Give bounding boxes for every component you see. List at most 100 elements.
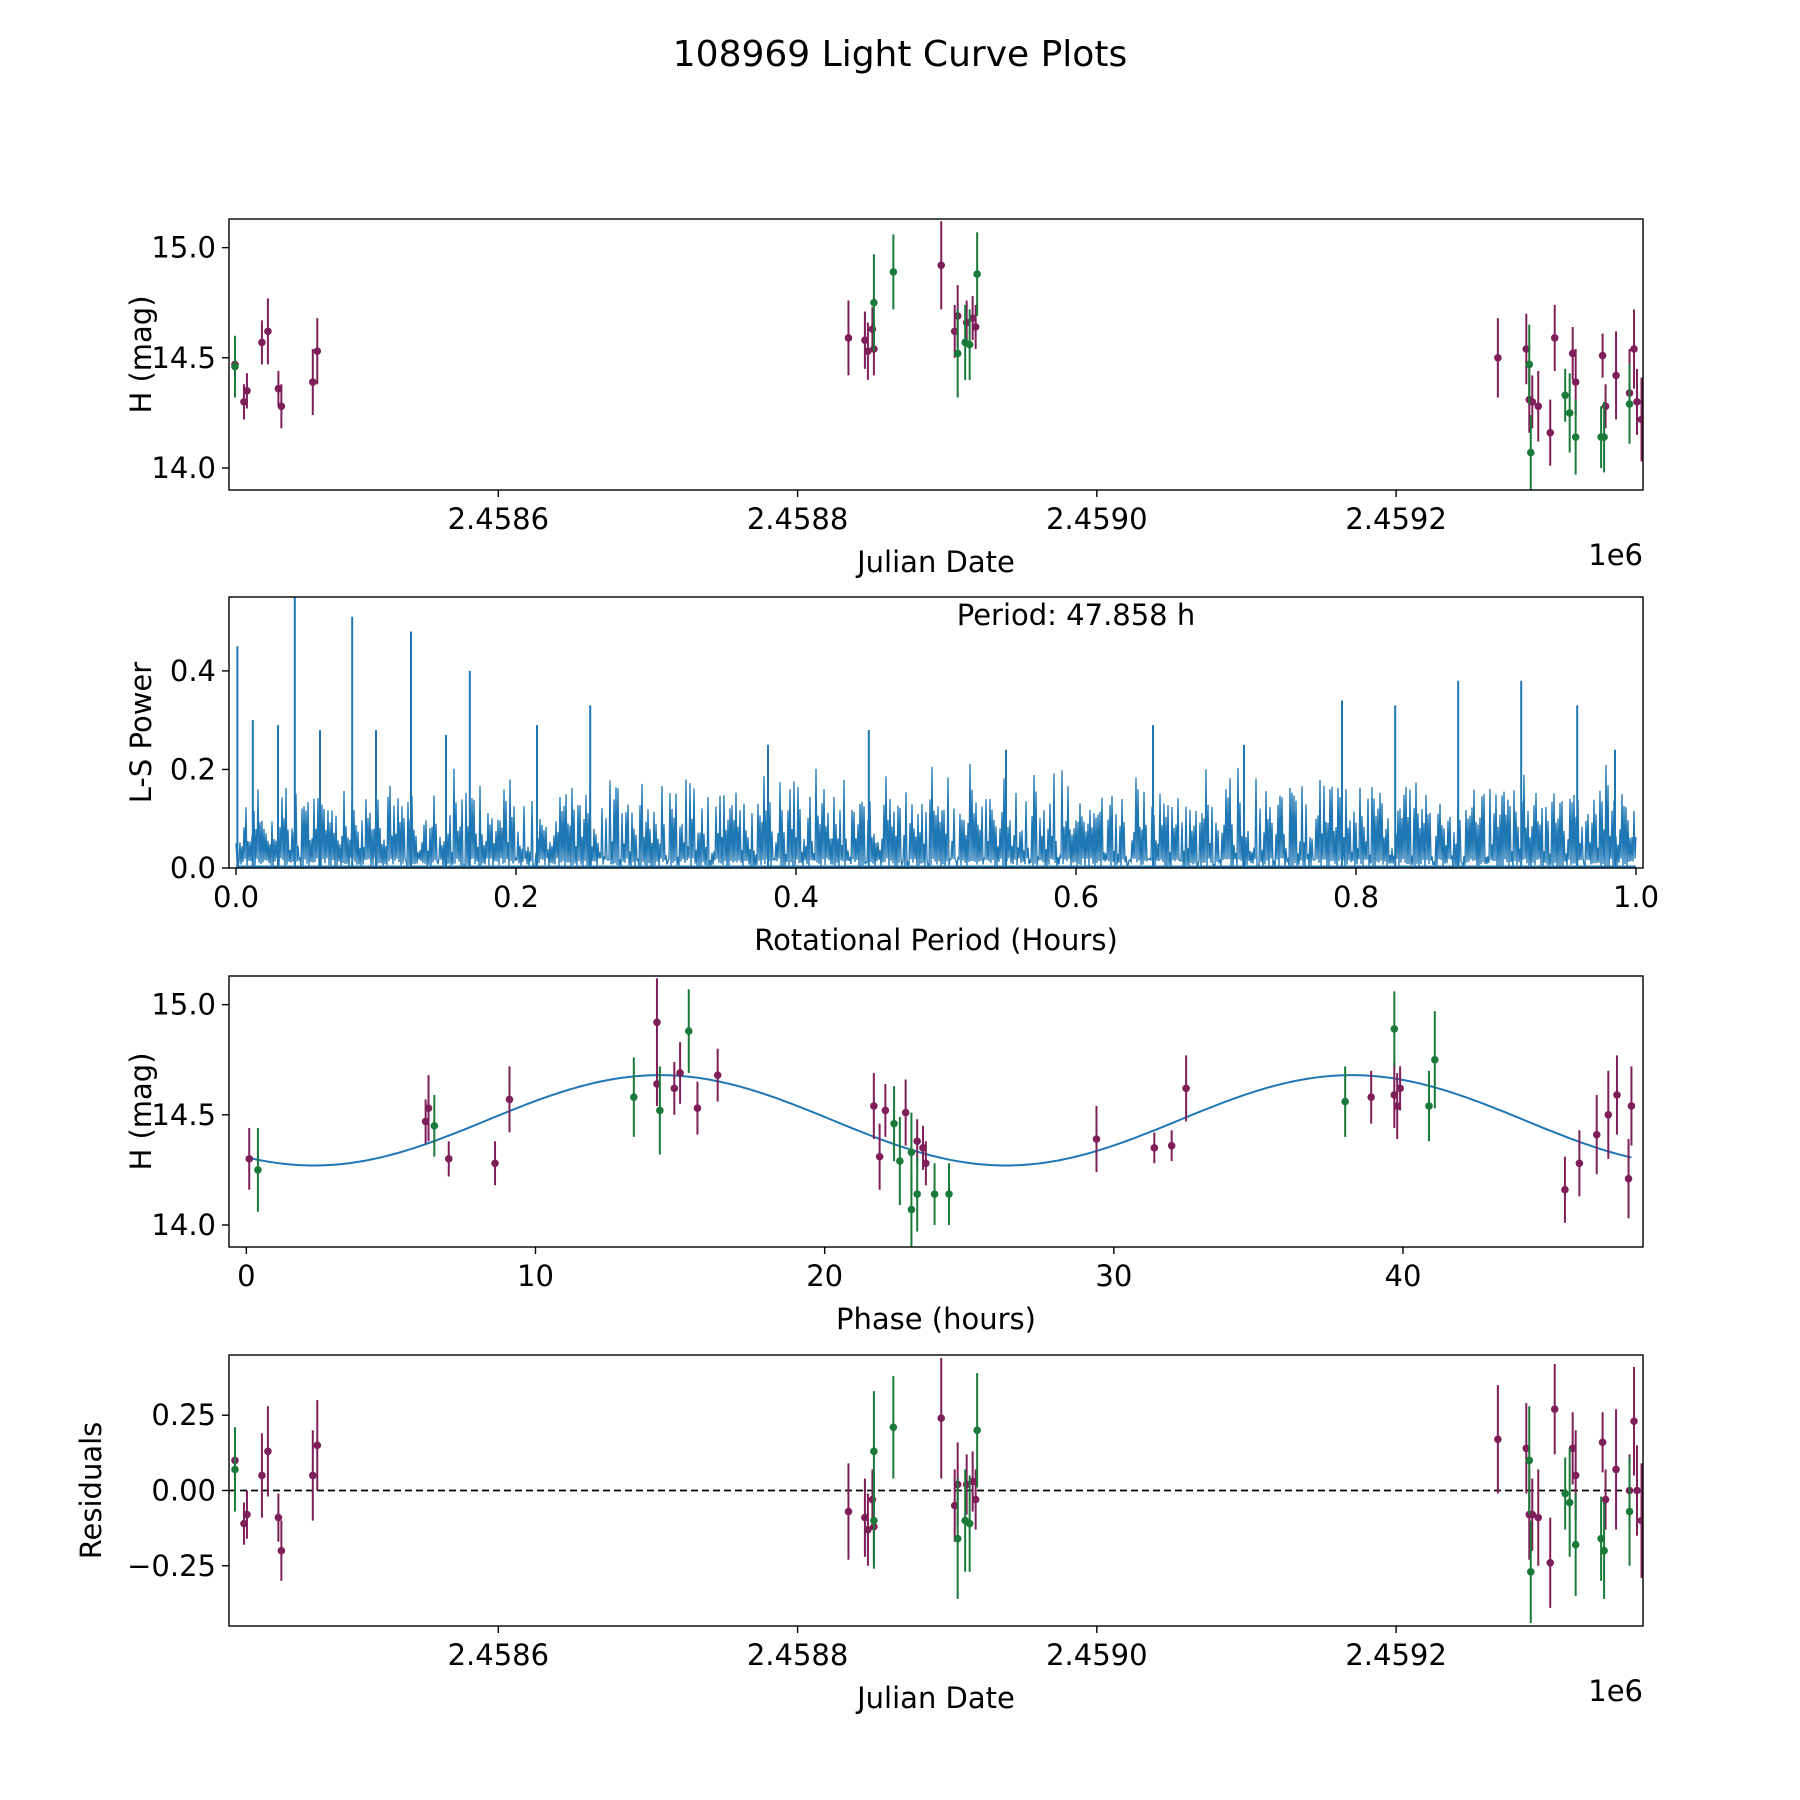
green-band-point — [945, 1190, 953, 1198]
x-tick-label: 0 — [237, 1259, 255, 1293]
magenta-band-point — [1546, 428, 1555, 437]
green-band-point — [965, 1519, 974, 1528]
magenta-band-point — [1633, 398, 1641, 406]
x-tick-label: 2.4592 — [1345, 502, 1446, 536]
green-band-point — [973, 1426, 981, 1435]
green-band-point — [1526, 1568, 1535, 1576]
magenta-band-point — [1522, 345, 1531, 353]
magenta-band-point — [1571, 1471, 1580, 1480]
green-band-point — [907, 1148, 916, 1157]
x-tick-label: 2.4590 — [1046, 1638, 1147, 1672]
x-tick-label: 10 — [517, 1259, 554, 1293]
periodogram-xlabel: Rotational Period (Hours) — [754, 923, 1118, 957]
magenta-band-point — [861, 336, 869, 344]
x-tick-label: 2.4586 — [448, 1638, 549, 1672]
green-band-point — [896, 1157, 904, 1165]
green-band-point — [1597, 1534, 1605, 1543]
y-tick-label: 0.00 — [151, 1474, 216, 1508]
magenta-band-point — [1624, 1174, 1633, 1183]
green-band-point — [930, 1190, 939, 1198]
magenta-band-point — [864, 347, 872, 355]
magenta-band-point — [1528, 398, 1537, 406]
y-tick-label: 0.4 — [170, 654, 216, 688]
magenta-band-point — [870, 1102, 878, 1110]
green-band-point — [913, 1190, 922, 1198]
lightcurve-axes-frame — [228, 218, 1644, 491]
magenta-band-point — [937, 1414, 946, 1423]
green-band-point — [1390, 1025, 1399, 1033]
green-band-point — [1600, 1546, 1608, 1555]
y-tick-label: 14.0 — [151, 1208, 216, 1242]
panel-lightcurve: H (mag) Julian Date 1e6 2.4586 2.4588 2.45… — [124, 218, 1644, 579]
magenta-band-point — [950, 1501, 959, 1510]
magenta-band-point — [693, 1104, 702, 1112]
residuals-offset-label: 1e6 — [1588, 1674, 1643, 1708]
magenta-band-point — [258, 338, 266, 347]
magenta-band-point — [881, 1106, 890, 1115]
magenta-band-point — [1630, 345, 1638, 353]
magenta-band-point — [274, 384, 283, 393]
x-tick-label: 2.4592 — [1345, 1638, 1446, 1672]
magenta-band-point — [308, 1471, 317, 1480]
magenta-band-point — [670, 1084, 679, 1093]
y-tick-label: 15.0 — [151, 231, 216, 265]
panel-residuals: Residuals Julian Date 1e6 2.4586 2.4588 2.… — [74, 1354, 1644, 1715]
magenta-band-point — [1534, 402, 1543, 411]
magenta-band-point — [240, 1519, 248, 1528]
x-tick-label: 30 — [1095, 1259, 1132, 1293]
panel-periodogram: L-S Power Rotational Period (Hours) Peri… — [124, 596, 1659, 957]
x-tick-label: 40 — [1385, 1259, 1422, 1293]
magenta-band-point — [277, 1546, 286, 1555]
magenta-band-point — [950, 327, 959, 336]
magenta-band-point — [1150, 1144, 1159, 1152]
green-band-point — [1561, 391, 1569, 400]
y-tick-label: 14.5 — [151, 341, 216, 375]
magenta-band-point — [313, 1441, 322, 1450]
green-band-point — [430, 1122, 439, 1130]
magenta-band-point — [1167, 1141, 1176, 1150]
residuals-ylabel: Residuals — [74, 1422, 108, 1560]
magenta-band-point — [1522, 1444, 1531, 1453]
green-band-point — [684, 1027, 693, 1035]
phased-ylabel: H (mag) — [124, 1052, 158, 1170]
magenta-band-point — [274, 1513, 283, 1522]
magenta-band-point — [245, 1155, 254, 1163]
green-band-point — [1625, 1507, 1634, 1516]
magenta-band-point — [1601, 1495, 1610, 1504]
magenta-band-point — [1598, 1438, 1607, 1447]
magenta-band-point — [868, 325, 877, 333]
green-band-point — [1425, 1102, 1433, 1110]
green-band-point — [231, 1465, 239, 1474]
magenta-band-point — [1550, 334, 1559, 342]
magenta-band-point — [913, 1137, 922, 1146]
x-tick-label: 20 — [806, 1259, 843, 1293]
magenta-band-point — [713, 1071, 722, 1079]
magenta-band-point — [1396, 1084, 1404, 1093]
green-band-point — [630, 1093, 638, 1101]
magenta-band-point — [243, 387, 251, 395]
y-tick-label: 0.0 — [170, 851, 216, 885]
magenta-band-point — [277, 402, 286, 411]
magenta-band-point — [971, 323, 980, 331]
magenta-band-point — [1637, 1516, 1643, 1525]
lightcurve-plot-area — [231, 221, 1643, 490]
y-tick-label: 0.25 — [151, 1398, 216, 1432]
magenta-band-point — [1612, 371, 1620, 380]
green-band-point — [254, 1166, 262, 1174]
y-tick-label: 0.2 — [170, 752, 216, 786]
magenta-band-point — [937, 261, 946, 270]
magenta-band-point — [922, 1159, 930, 1168]
magenta-band-point — [1568, 349, 1577, 358]
x-tick-label: 0.2 — [493, 880, 539, 914]
green-band-point — [889, 268, 898, 276]
residuals-xlabel: Julian Date — [855, 1681, 1015, 1715]
magenta-band-point — [1613, 1091, 1621, 1099]
magenta-band-point — [844, 1507, 853, 1516]
green-band-point — [1526, 448, 1535, 457]
magenta-band-point — [1627, 1102, 1636, 1110]
green-band-point — [1341, 1097, 1349, 1106]
green-band-point — [1565, 1498, 1574, 1507]
magenta-band-point — [258, 1471, 266, 1480]
